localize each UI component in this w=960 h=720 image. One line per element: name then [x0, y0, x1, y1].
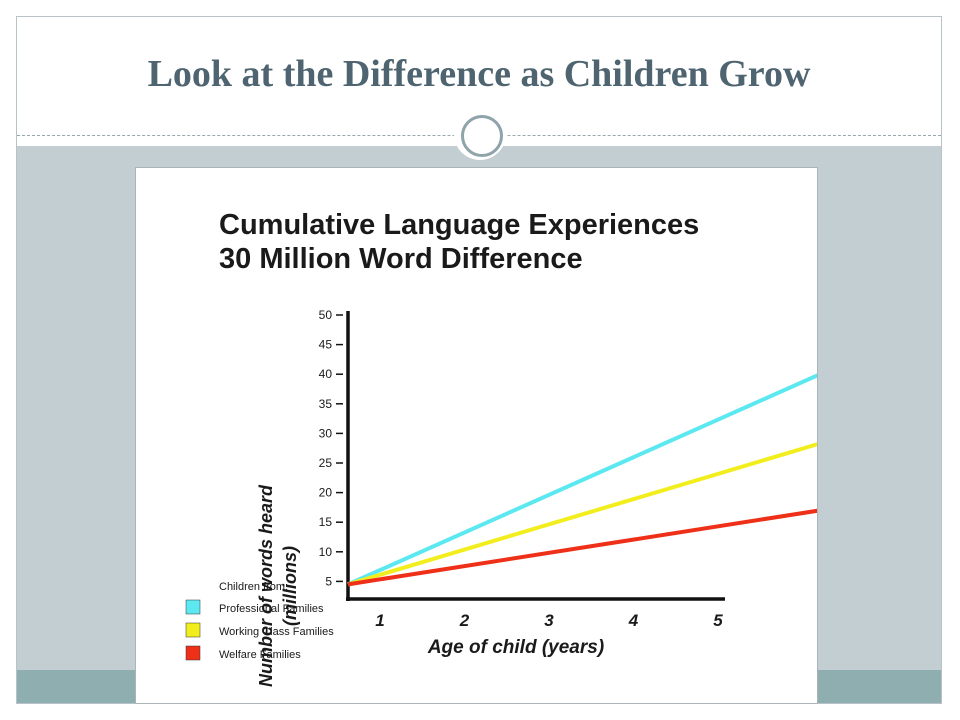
x-tick-label: 5	[713, 611, 723, 630]
y-tick-label: 10	[319, 545, 333, 559]
y-tick-label: 30	[319, 426, 333, 440]
legend-label: Professional Families	[219, 603, 324, 615]
y-axis-label: Number of words heard	[256, 484, 276, 687]
chart-title: Cumulative Language Experiences	[219, 209, 699, 241]
y-tick-label: 20	[319, 486, 333, 500]
y-tick-label: 5	[325, 574, 332, 588]
legend-swatch	[185, 599, 201, 615]
x-axis-label: Age of child (years)	[427, 637, 604, 658]
y-axis-unit: (millions)	[280, 546, 300, 626]
y-tick-label: 50	[319, 308, 333, 322]
x-tick-label: 4	[628, 611, 639, 630]
series-line	[347, 373, 817, 587]
x-tick-label: 2	[459, 611, 470, 630]
legend-label: Welfare Families	[219, 649, 301, 661]
legend-title: Children from:	[219, 581, 288, 593]
legend: Professional Families Working Class Famil…	[185, 599, 334, 661]
legend-swatch	[185, 645, 201, 661]
legend-label: Working Class Families	[219, 626, 334, 638]
series-line	[347, 442, 817, 587]
chart-subtitle: 30 Million Word Difference	[219, 243, 583, 275]
slide-title: Look at the Difference as Children Grow	[147, 53, 811, 95]
x-tick-label: 3	[544, 611, 554, 630]
x-tick-label: 1	[375, 611, 384, 630]
circle-ornament-icon	[461, 115, 503, 157]
y-tick-label: 45	[319, 338, 333, 352]
chart-panel: Cumulative Language Experiences 30 Milli…	[135, 167, 818, 704]
legend-swatch	[185, 622, 201, 638]
series-line	[347, 508, 817, 587]
y-tick-label: 35	[319, 397, 333, 411]
chart-svg: Cumulative Language Experiences 30 Milli…	[185, 209, 817, 687]
y-tick-label: 15	[319, 515, 333, 529]
y-tick-label: 25	[319, 456, 333, 470]
y-tick-label: 40	[319, 367, 333, 381]
